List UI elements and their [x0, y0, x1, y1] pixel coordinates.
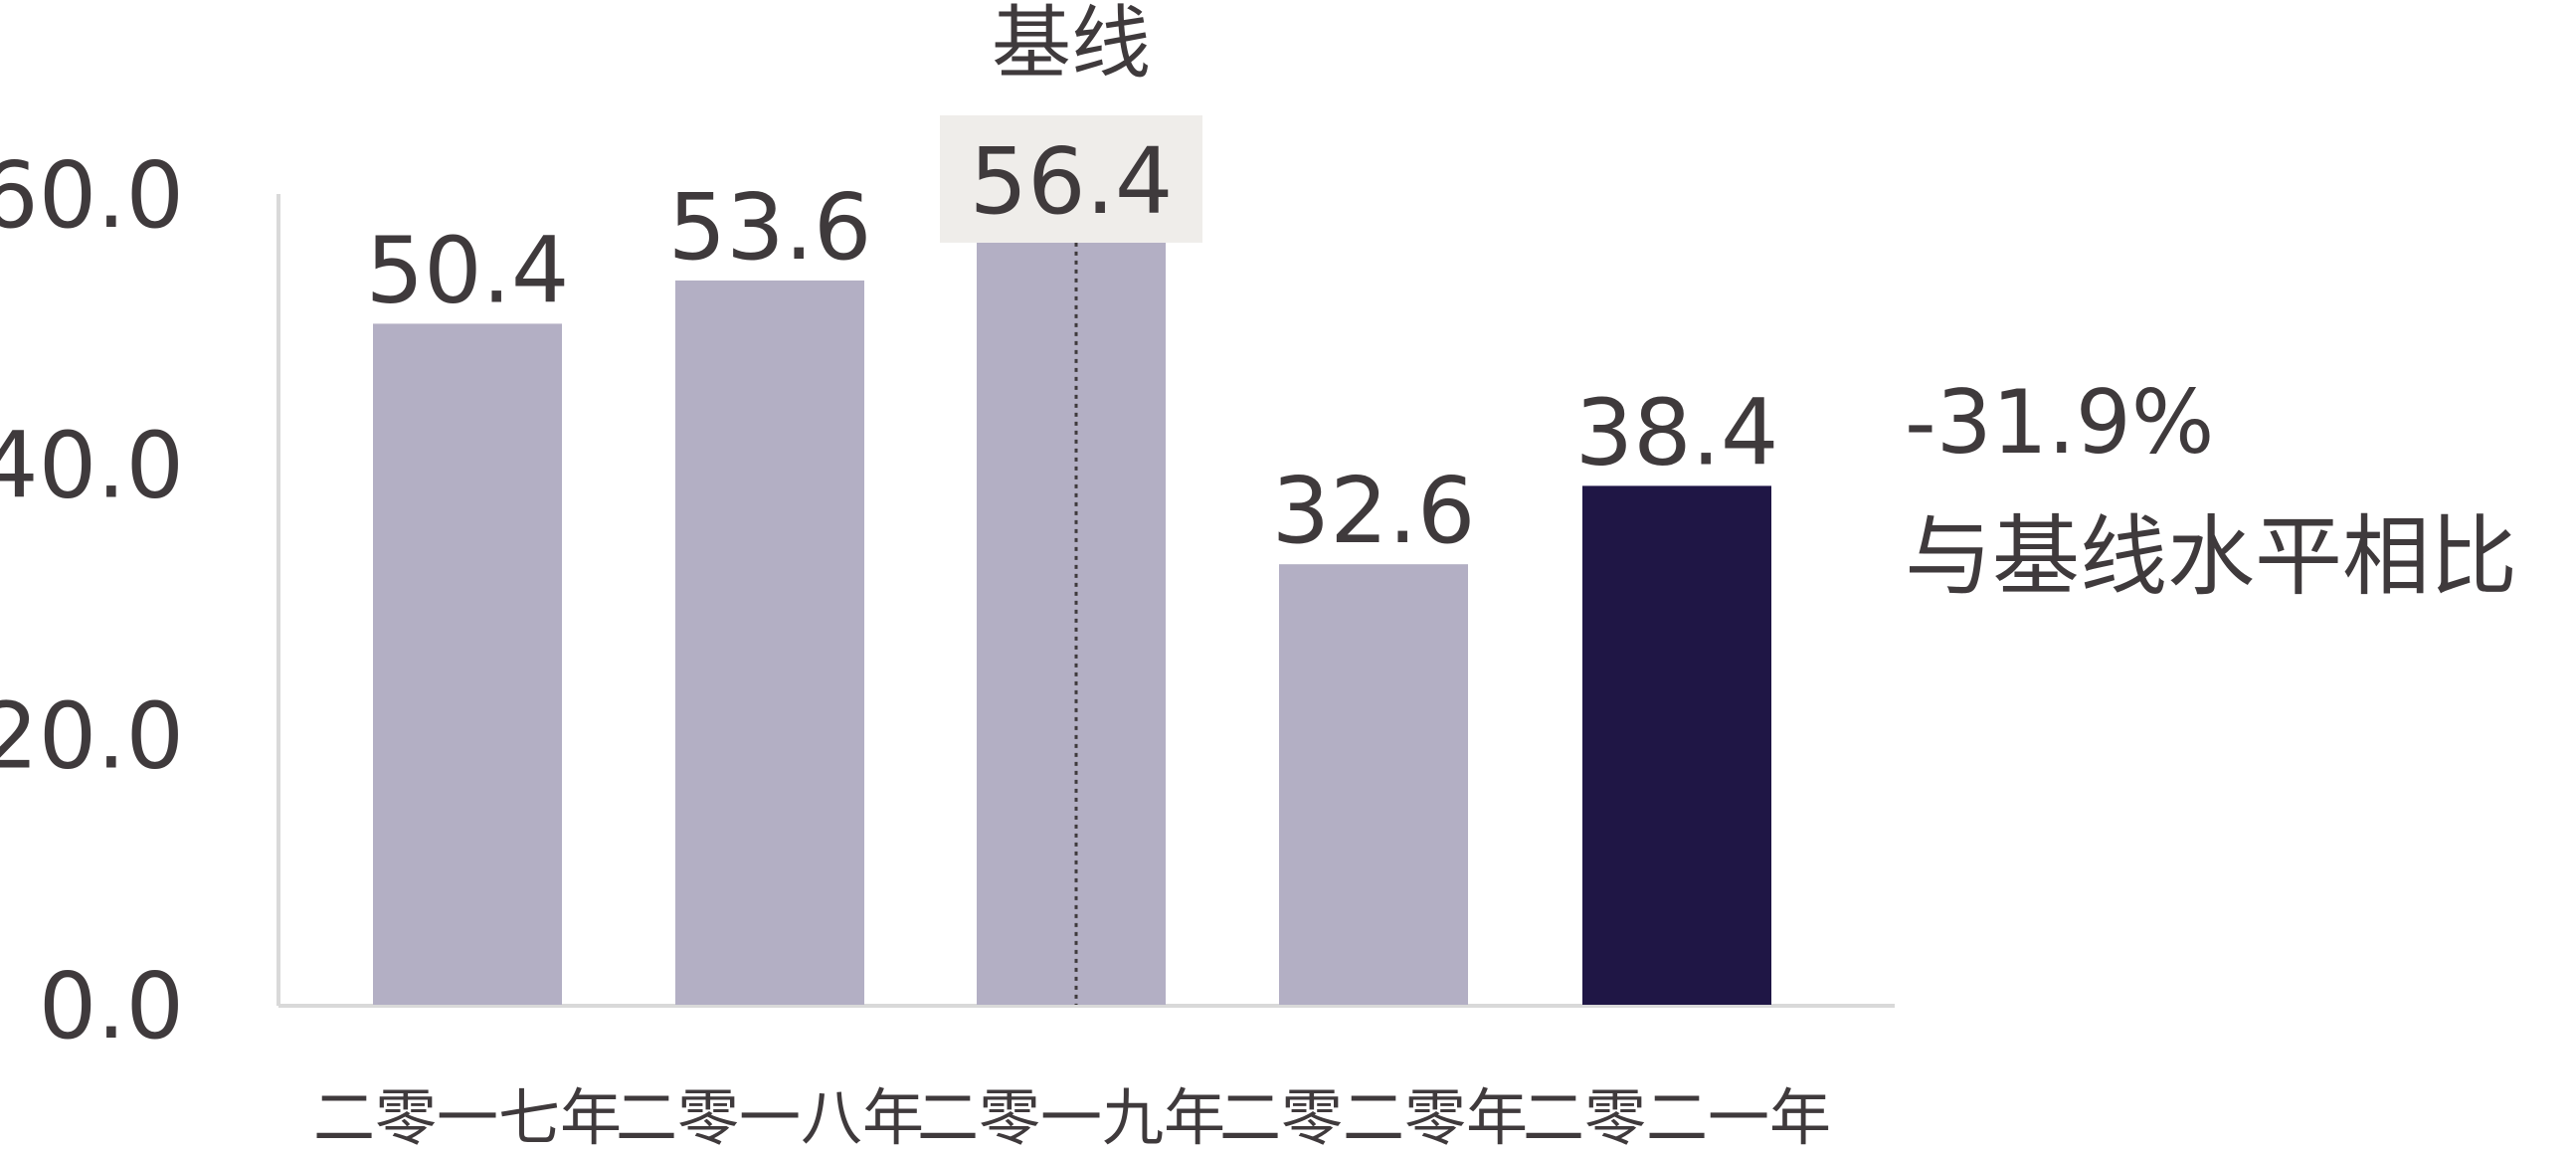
axis-lines: [276, 194, 1895, 1008]
bar: [1279, 564, 1468, 1005]
y-axis: 0.0 20.0 40.0 60.0: [0, 142, 184, 1059]
bar: [1582, 485, 1771, 1005]
y-tick-label: 60.0: [0, 142, 184, 249]
comparison-note: 与基线水平相比: [1905, 505, 2517, 608]
value-label: 50.4: [366, 217, 570, 323]
baseline-title: 基线: [992, 0, 1151, 90]
annotation: 基线 -31.9% 与基线水平相比: [992, 0, 2517, 608]
value-label: 38.4: [1575, 379, 1779, 485]
bars: [373, 242, 1771, 1005]
value-labels: 50.4 53.6 56.4 32.6 38.4: [366, 114, 1779, 564]
y-tick-label: 20.0: [0, 682, 184, 789]
baseline-value-box: [940, 114, 1202, 243]
value-label: 53.6: [668, 174, 872, 281]
x-tick-label: 二零一九年: [917, 1081, 1225, 1152]
x-tick-label: 二零一八年: [616, 1081, 924, 1152]
bar: [675, 280, 864, 1005]
value-label: 32.6: [1272, 458, 1476, 564]
x-tick-label: 二零二一年: [1523, 1081, 1831, 1152]
x-tick-label: 二零二零年: [1219, 1081, 1528, 1152]
bar: [373, 323, 562, 1005]
bar: [977, 242, 1166, 1005]
value-label: 56.4: [970, 128, 1174, 235]
change-percent: -31.9%: [1905, 371, 2214, 474]
y-tick-label: 40.0: [0, 413, 184, 519]
y-tick-label: 0.0: [39, 953, 184, 1059]
x-tick-label: 二零一七年: [313, 1081, 622, 1152]
